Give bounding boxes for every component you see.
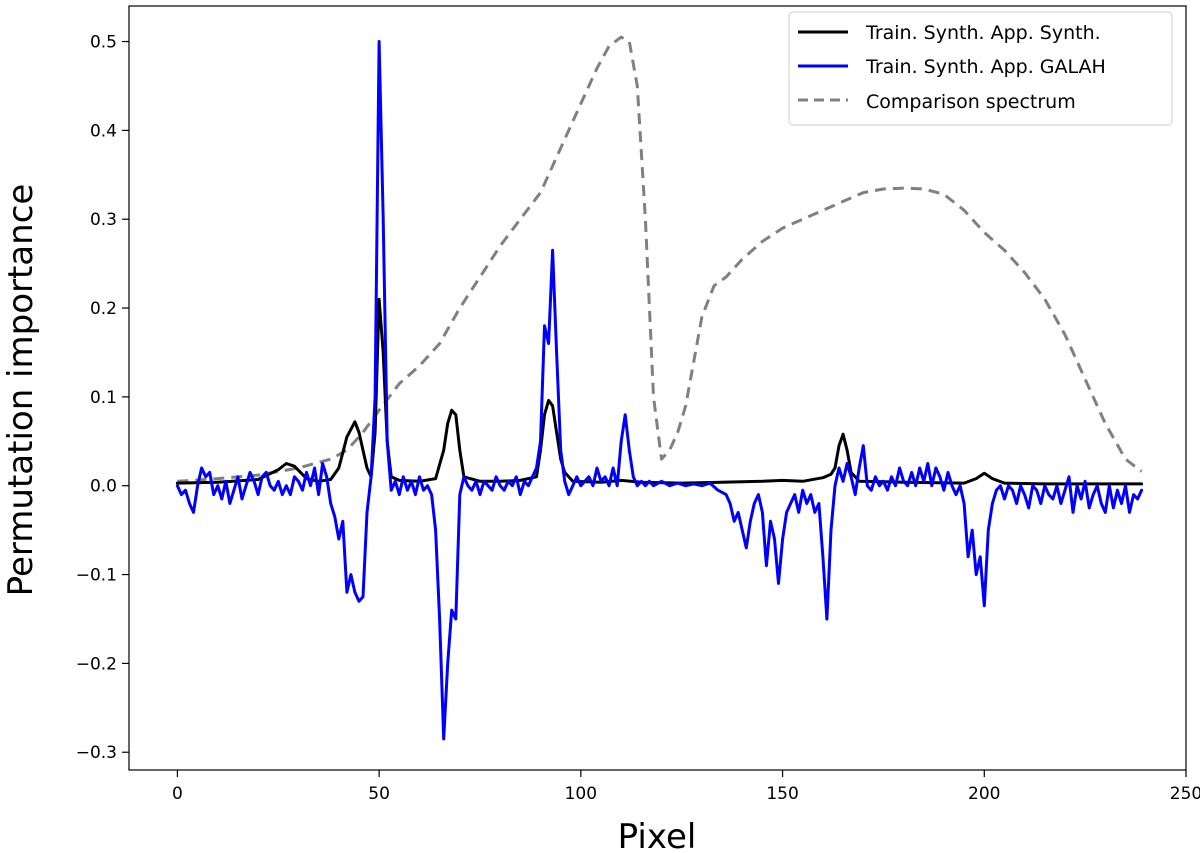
- series-line-comparison: [177, 35, 1143, 483]
- y-axis-ticks: −0.3 −0.2 −0.1 0.0 0.1 0.2 0.3 0.4 0.5: [76, 33, 129, 763]
- legend: Train. Synth. App. Synth. Train. Synth. …: [788, 11, 1173, 126]
- y-tick-label: 0.3: [90, 210, 117, 230]
- x-tick-label: 100: [565, 784, 597, 804]
- plot-frame: [128, 5, 1187, 771]
- series-layer: [175, 35, 1144, 741]
- y-axis-title: Permutation importance: [1, 184, 41, 597]
- series-line-galah: [175, 40, 1144, 741]
- legend-label-synth: Train. Synth. App. Synth.: [865, 22, 1101, 44]
- x-tick-label: 250: [1170, 784, 1200, 804]
- y-tick-label: 0.2: [90, 299, 117, 319]
- y-tick-label: −0.2: [76, 654, 117, 674]
- x-tick-label: 0: [172, 784, 183, 804]
- x-axis-title: Pixel: [618, 817, 697, 853]
- y-tick-label: −0.3: [76, 743, 117, 763]
- y-tick-label: 0.0: [90, 477, 117, 497]
- x-tick-label: 200: [968, 784, 1000, 804]
- y-tick-label: 0.1: [90, 388, 117, 408]
- legend-label-galah: Train. Synth. App. GALAH: [865, 56, 1106, 78]
- legend-box: [788, 11, 1173, 126]
- plot-area: [129, 6, 1186, 770]
- legend-label-comparison: Comparison spectrum: [866, 91, 1076, 113]
- x-tick-label: 50: [368, 784, 390, 804]
- x-axis-ticks: 0 50 100 150 200 250: [172, 770, 1200, 804]
- y-tick-label: 0.4: [90, 121, 117, 141]
- x-tick-label: 150: [766, 784, 798, 804]
- y-tick-label: 0.5: [90, 33, 117, 53]
- y-tick-label: −0.1: [76, 566, 117, 586]
